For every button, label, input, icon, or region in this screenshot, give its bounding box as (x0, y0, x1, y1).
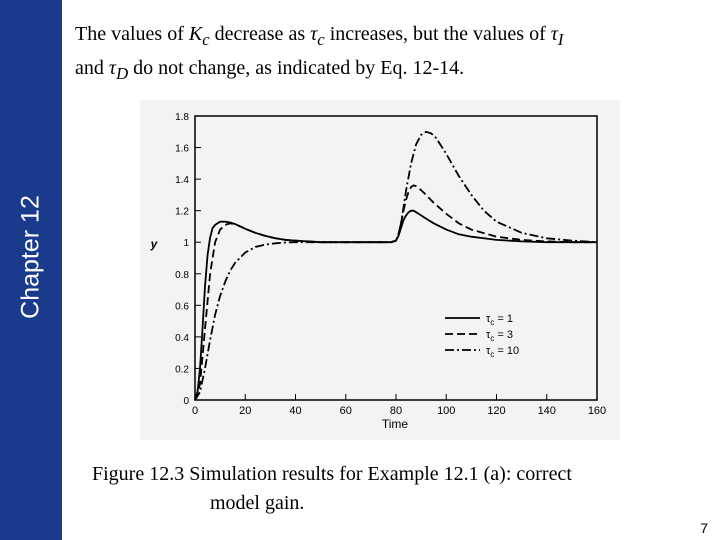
x-tick-label: 60 (340, 405, 352, 417)
y-tick-label: 1.2 (175, 207, 189, 218)
chart-legend: τc = 1 τc = 3 τc = 10 (445, 313, 519, 359)
title-text-3: increases, but the values of (324, 23, 551, 45)
y-tick-label: 1.4 (175, 175, 189, 186)
y-tick-label: 0.4 (175, 333, 189, 344)
caption-line-2: model gain. (210, 492, 305, 514)
legend-label-3: τc = 10 (486, 345, 519, 359)
y-axis-label: y (150, 237, 159, 251)
x-tick-label: 140 (538, 405, 556, 417)
tau-i-symbol: τ (550, 23, 558, 45)
x-tick-label: 0 (192, 405, 198, 417)
caption-line-1: Figure 12.3 Simulation results for Examp… (92, 463, 572, 485)
chart-axes: 0 20 40 60 80 100 120 140 160 0 0.2 0.4 0.6 0.8 1 1.2 1.… (175, 112, 606, 417)
y-tick-label: 1 (183, 238, 189, 249)
slide-title: The values of Kc decrease as τc increase… (75, 20, 695, 88)
x-tick-label: 20 (239, 405, 251, 417)
tau-c-subscript: c (317, 30, 325, 49)
x-tick-label: 80 (390, 405, 402, 417)
title-text-1: The values of (75, 23, 189, 45)
figure-caption: Figure 12.3 Simulation results for Examp… (92, 460, 572, 518)
x-axis-label: Time (382, 417, 409, 431)
y-tick-label: 0 (183, 396, 189, 407)
chart-series (194, 130, 598, 401)
title-text-2: decrease as (209, 23, 311, 45)
series-line-3 (194, 130, 598, 401)
y-tick-label: 0.8 (175, 270, 189, 281)
y-tick-label: 1.8 (175, 112, 189, 123)
legend-label-2: τc = 3 (486, 329, 513, 343)
legend-label-1: τc = 1 (486, 313, 513, 327)
x-tick-label: 40 (289, 405, 301, 417)
page-number: 7 (700, 520, 708, 536)
kc-subscript: c (202, 30, 210, 49)
x-tick-label: 120 (487, 405, 505, 417)
chart-background (140, 100, 620, 440)
y-tick-label: 1.6 (175, 144, 189, 155)
y-tick-label: 0.6 (175, 301, 189, 312)
tau-i-subscript: I (557, 30, 564, 49)
simulation-chart: 0 20 40 60 80 100 120 140 160 0 0.2 0.4 0.6 0.8 1 1.2 1.… (140, 100, 620, 440)
title-text-4: and (75, 57, 109, 79)
tau-c-symbol: τ (310, 23, 318, 45)
x-tick-label: 100 (437, 405, 455, 417)
x-tick-label: 160 (588, 405, 606, 417)
tau-d-symbol: τ (108, 57, 117, 79)
title-text-5: do not change, as indicated by Eq. 12-14… (128, 57, 465, 79)
chapter-label: Chapter 12 (16, 195, 45, 319)
chapter-sidebar: Chapter 12 (0, 0, 62, 540)
y-tick-label: 0.2 (175, 364, 189, 375)
kc-symbol: K (188, 23, 203, 45)
tau-d-subscript: D (116, 64, 129, 83)
